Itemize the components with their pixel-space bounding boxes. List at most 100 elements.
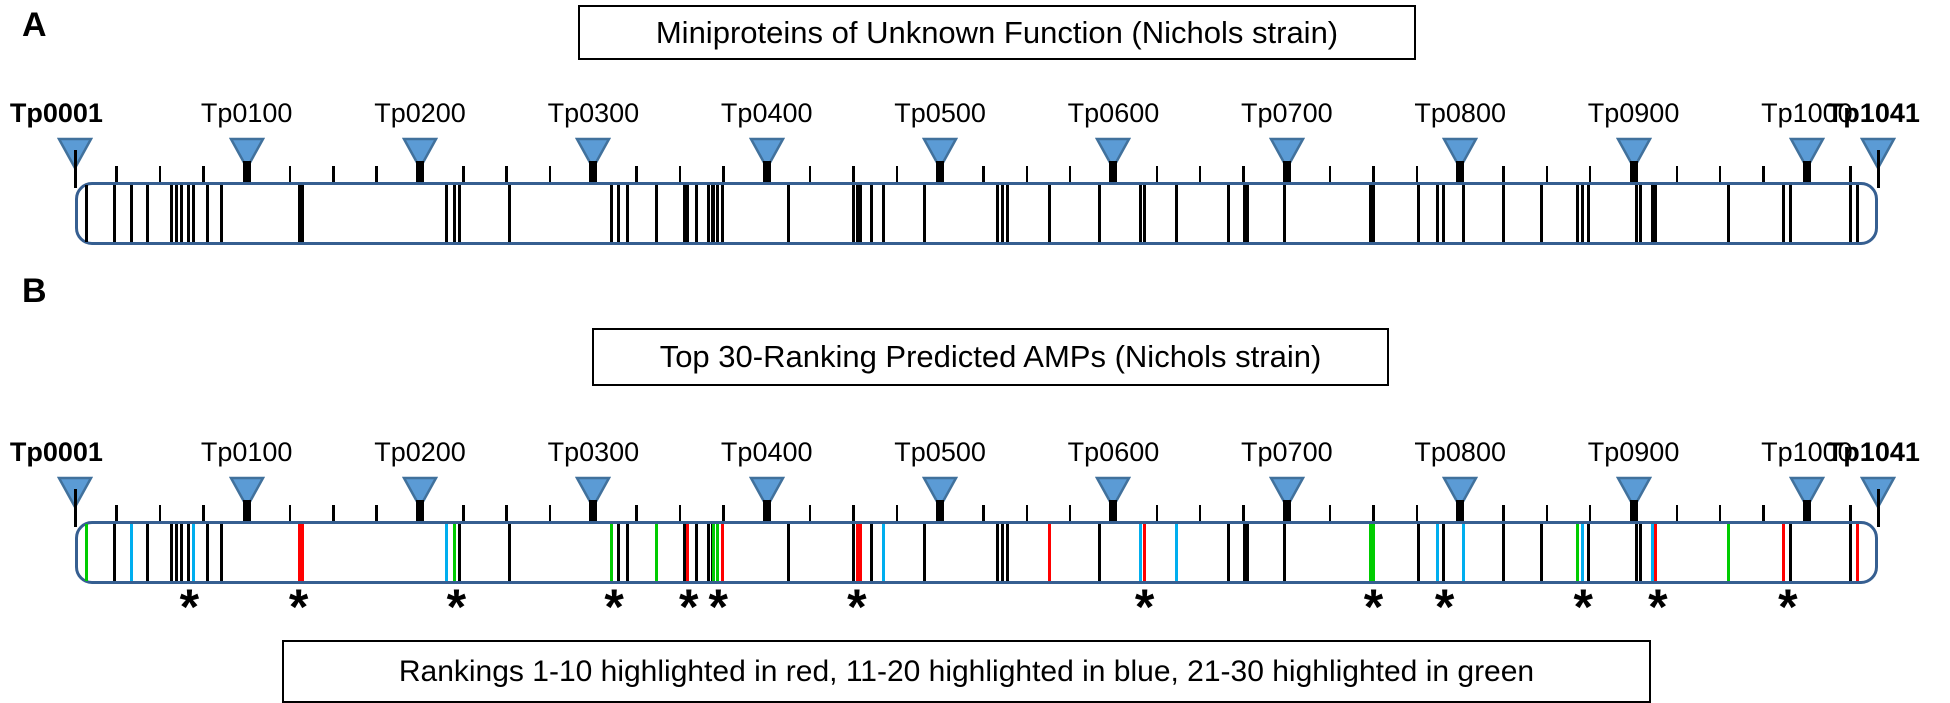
locus-label-Tp0300: Tp0300 xyxy=(547,437,640,467)
minor-tick xyxy=(202,505,205,521)
minor-tick xyxy=(1588,505,1592,521)
minor-tick xyxy=(1242,505,1245,521)
gene-line-875 xyxy=(1586,185,1590,242)
major-tick xyxy=(1629,161,1638,182)
minor-tick xyxy=(1502,505,1505,521)
gene-line-41 xyxy=(145,185,149,242)
minor-tick xyxy=(1155,505,1159,521)
gene-line-68 xyxy=(192,524,196,581)
gene-line-371 xyxy=(715,185,719,242)
locus-label-Tp0600: Tp0600 xyxy=(1067,98,1160,128)
gene-line-460 xyxy=(869,185,873,242)
locus-label-Tp0800: Tp0800 xyxy=(1414,98,1506,128)
gene-line-848 xyxy=(1540,185,1544,242)
locus-label-Tp0200: Tp0200 xyxy=(374,437,466,467)
minor-tick xyxy=(1242,166,1245,182)
gene-line-219 xyxy=(453,185,457,242)
gene-line-310 xyxy=(610,524,614,581)
locus-label-Tp1041: Tp1041 xyxy=(1826,437,1920,467)
gene-line-366 xyxy=(707,185,711,242)
gene-line-214 xyxy=(444,185,448,242)
gene-line-68 xyxy=(192,185,196,242)
gene-line-788 xyxy=(1436,185,1440,242)
major-tick xyxy=(415,500,424,521)
minor-tick xyxy=(505,505,508,521)
gene-line-454 xyxy=(859,524,863,581)
minor-tick xyxy=(1415,505,1419,521)
gene-line-848 xyxy=(1540,524,1544,581)
gene-line-872 xyxy=(1581,185,1585,242)
minor-tick xyxy=(1762,505,1765,521)
gene-line-336 xyxy=(655,185,659,242)
minor-tick xyxy=(982,505,985,521)
gene-line-637 xyxy=(1175,524,1179,581)
minor-tick xyxy=(635,505,638,521)
gene-line-788 xyxy=(1436,524,1440,581)
triangle-marker-icon xyxy=(1095,476,1132,510)
minor-tick xyxy=(462,166,465,182)
major-tick xyxy=(1802,500,1811,521)
gene-line-76 xyxy=(206,524,210,581)
gene-line-55 xyxy=(169,185,173,242)
asterisk-marker: * xyxy=(708,579,728,635)
locus-label-Tp0900: Tp0900 xyxy=(1587,437,1680,467)
triangle-marker-icon xyxy=(748,476,785,510)
gene-line-637 xyxy=(1175,185,1179,242)
minor-tick xyxy=(1849,166,1852,182)
gene-line-222 xyxy=(458,185,462,242)
gene-line-699 xyxy=(1282,524,1286,581)
gene-line-869 xyxy=(1576,524,1580,581)
gene-line-450 xyxy=(852,524,856,581)
gene-line-6 xyxy=(85,524,89,581)
major-tick xyxy=(1802,161,1811,182)
panel-b-title: Top 30-Ranking Predicted AMPs (Nichols s… xyxy=(659,339,1322,374)
locus-label-Tp0400: Tp0400 xyxy=(720,98,813,128)
gene-line-467 xyxy=(881,185,885,242)
gene-line-22 xyxy=(112,524,116,581)
triangle-marker-icon xyxy=(1442,137,1479,171)
gene-line-1031 xyxy=(1856,185,1860,242)
gene-line-450 xyxy=(852,185,856,242)
gene-line-354 xyxy=(686,524,690,581)
gene-line-314 xyxy=(617,524,621,581)
chromosome-bar xyxy=(75,182,1878,245)
triangle-marker-icon xyxy=(575,476,612,510)
gene-line-368 xyxy=(710,185,714,242)
gene-line-84 xyxy=(219,185,223,242)
minor-tick xyxy=(1675,505,1679,521)
minor-tick xyxy=(1198,505,1202,521)
major-tick xyxy=(1456,500,1465,521)
gene-line-777 xyxy=(1417,524,1421,581)
minor-tick xyxy=(1415,166,1419,182)
minor-tick xyxy=(115,166,118,182)
locus-label-Tp0500: Tp0500 xyxy=(894,437,986,467)
gene-line-678 xyxy=(1246,185,1250,242)
gene-line-314 xyxy=(617,185,621,242)
gene-line-6 xyxy=(85,185,89,242)
minor-tick xyxy=(895,505,898,521)
locus-label-Tp0001: Tp0001 xyxy=(9,437,103,467)
triangle-marker-icon xyxy=(1788,137,1826,171)
minor-tick xyxy=(462,505,465,521)
minor-tick xyxy=(1675,166,1679,182)
major-tick xyxy=(589,500,598,521)
locus-label-Tp0800: Tp0800 xyxy=(1414,437,1506,467)
major-tick xyxy=(762,500,771,521)
gene-line-536 xyxy=(1000,185,1004,242)
gene-line-491 xyxy=(923,185,927,242)
minor-tick xyxy=(1372,505,1375,521)
gene-line-956 xyxy=(1726,185,1730,242)
gene-line-65 xyxy=(187,524,191,581)
gene-line-869 xyxy=(1576,185,1580,242)
gene-line-536 xyxy=(1000,524,1004,581)
minor-tick xyxy=(1545,505,1549,521)
gene-line-616 xyxy=(1139,524,1143,581)
locus-label-Tp0001: Tp0001 xyxy=(9,98,103,128)
gene-line-563 xyxy=(1047,185,1051,242)
triangle-marker-icon xyxy=(1095,137,1132,171)
gene-line-412 xyxy=(786,524,790,581)
gene-line-352 xyxy=(682,185,686,242)
minor-tick xyxy=(678,505,682,521)
triangle-marker-icon xyxy=(1442,476,1479,510)
